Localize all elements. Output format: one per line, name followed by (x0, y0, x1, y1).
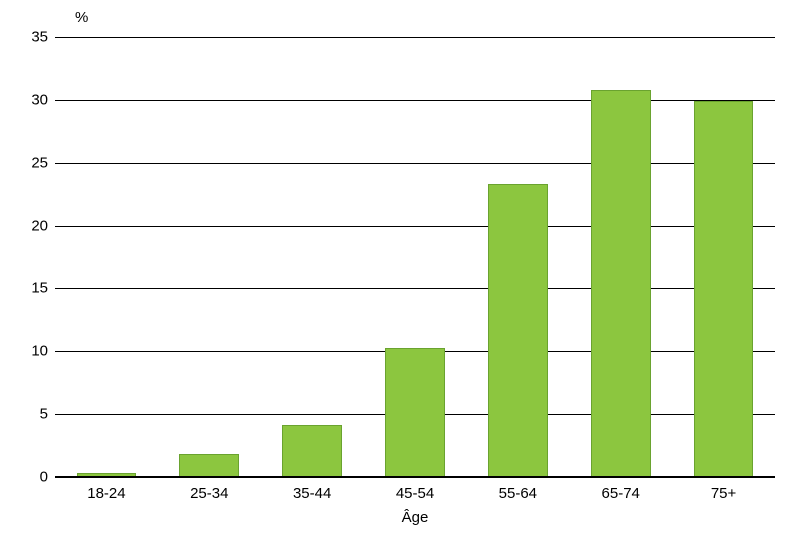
y-tick-label: 15 (20, 280, 48, 297)
x-tick-label: 55-64 (499, 485, 537, 502)
y-axis-unit-label: % (75, 9, 88, 26)
chart-container: % Âge 0 5 10 15 20 25 30 35 18-24 25-34 35-44 45-54… (0, 0, 800, 541)
gridline (55, 37, 775, 38)
gridline (55, 100, 775, 101)
x-tick-label: 45-54 (396, 485, 434, 502)
gridline (55, 288, 775, 289)
bar (282, 425, 342, 477)
x-tick-label: 35-44 (293, 485, 331, 502)
gridline (55, 163, 775, 164)
bar (385, 348, 445, 477)
bar (694, 101, 754, 477)
x-axis-baseline (55, 476, 775, 478)
gridline (55, 226, 775, 227)
x-tick-label: 65-74 (602, 485, 640, 502)
bar (179, 454, 239, 477)
y-tick-label: 35 (20, 29, 48, 46)
y-tick-label: 10 (20, 343, 48, 360)
x-tick-label: 25-34 (190, 485, 228, 502)
bar (591, 90, 651, 477)
x-tick-label: 18-24 (87, 485, 125, 502)
bar (488, 184, 548, 477)
y-tick-label: 20 (20, 217, 48, 234)
y-tick-label: 25 (20, 154, 48, 171)
x-tick-label: 75+ (711, 485, 736, 502)
x-axis-title: Âge (402, 509, 429, 526)
y-tick-label: 5 (20, 406, 48, 423)
y-tick-label: 30 (20, 91, 48, 108)
y-tick-label: 0 (20, 469, 48, 486)
plot-area (55, 37, 775, 477)
